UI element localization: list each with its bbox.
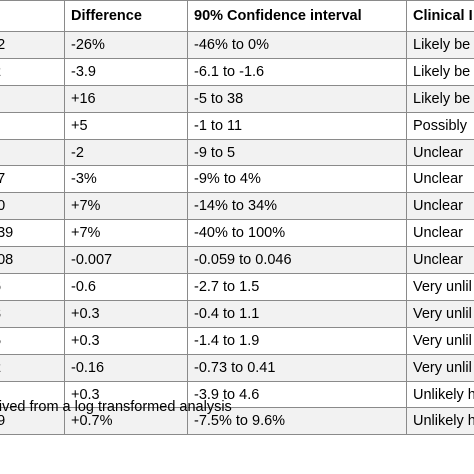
table-cell: -0.6 [64,273,188,301]
table-cell: -3.9 to 4.6 [187,380,407,409]
table-row: 57 -3% -9% to 4% Unclear [0,165,474,194]
table-cell: Unclear [406,246,474,275]
table-row: .5 +0.3 -1.4 to 1.9 Very unlil [0,326,474,355]
footnote-text: erived from a log transformed analysis [0,399,232,415]
table-cell: 408 [0,246,65,275]
table-cell: Likely be [406,57,474,86]
table-row: .6 -0.6 -2.7 to 1.5 Very unlil [0,273,474,301]
table-cell: -0.73 to 0.41 [187,353,407,382]
table-cell: +0.3 [64,380,188,409]
table-cell: -0.16 [64,353,188,382]
table-cell: Unclear [406,138,474,167]
table-cell: -1 to 11 [187,111,407,140]
table-row: .2 -3.9 -6.1 to -1.6 Likely be [0,57,474,86]
table-cell: Unclear [406,165,474,194]
results-table-container: T Difference 90% Confidence interval Cli… [0,0,474,436]
table-cell: Very unlil [406,353,474,382]
table-cell: -3% [64,165,188,194]
table-cell: 0 [0,111,65,140]
table-cell: 72 [0,31,65,59]
table-cell: Possibly [406,111,474,140]
table-cell: -5 to 38 [187,84,407,113]
table-header-row: T Difference 90% Confidence interval Cli… [0,0,474,32]
header-cell: T [0,0,65,32]
table-cell: .6 [0,273,65,301]
table-cell: -9 to 5 [187,138,407,167]
table-row: - +0.3 -3.9 to 4.6 Unlikely h [0,380,474,409]
table-row: 0 +5 -1 to 11 Possibly [0,111,474,140]
results-table: T Difference 90% Confidence interval Cli… [0,0,474,436]
table-cell: -1.4 to 1.9 [187,326,407,355]
table-cell: Unclear [406,219,474,248]
table-cell: -9% to 4% [187,165,407,194]
table-cell: Unlikely h [406,380,474,409]
table-cell: Likely be [406,31,474,59]
table-cell: +0.3 [64,326,188,355]
table-row: 408 -0.007 -0.059 to 0.046 Unclear [0,246,474,275]
header-cell: Clinical I [406,0,474,32]
table-cell: -0.059 to 0.046 [187,246,407,275]
table-row: .2 -0.16 -0.73 to 0.41 Very unlil [0,353,474,382]
table-cell: .2 [0,57,65,86]
table-cell: 57 [0,165,65,194]
header-cell: Difference [64,0,188,32]
table-cell: +16 [64,84,188,113]
table-cell: .3 [0,299,65,328]
table-row: 7 -2 -9 to 5 Unclear [0,138,474,167]
table-cell: -0.4 to 1.1 [187,299,407,328]
table-cell: Very unlil [406,299,474,328]
table-cell: -26% [64,31,188,59]
table-cell: .5 [0,326,65,355]
table-row: 29 +0.7% -7.5% to 9.6% Unlikely h [0,407,474,436]
header-cell: 90% Confidence interval [187,0,407,32]
table-cell: Unlikely h [406,407,474,436]
table-cell: -7.5% to 9.6% [187,407,407,436]
table-cell: +7% [64,192,188,221]
table-cell: -40% to 100% [187,219,407,248]
table-cell: +0.7% [64,407,188,436]
table-cell: -2 [64,138,188,167]
table-cell: .2 [0,353,65,382]
table-cell: Unclear [406,192,474,221]
table-cell: 3 [0,84,65,113]
table-cell: Very unlil [406,273,474,301]
table-cell: -46% to 0% [187,31,407,59]
table-cell: -2.7 to 1.5 [187,273,407,301]
table-cell: 20 [0,192,65,221]
table-cell: +7% [64,219,188,248]
table-cell: 239 [0,219,65,248]
table-row: 72 -26% -46% to 0% Likely be [0,31,474,59]
table-cell: Likely be [406,84,474,113]
table-footnote: erived from a log transformed analysis [0,399,474,415]
table-cell: Very unlil [406,326,474,355]
table-cell: - [0,380,65,409]
table-row: .3 +0.3 -0.4 to 1.1 Very unlil [0,299,474,328]
table-row: 20 +7% -14% to 34% Unclear [0,192,474,221]
table-cell: -3.9 [64,57,188,86]
table-row: 239 +7% -40% to 100% Unclear [0,219,474,248]
table-cell: 29 [0,407,65,436]
table-row: 3 +16 -5 to 38 Likely be [0,84,474,113]
table-cell: -0.007 [64,246,188,275]
table-cell: -14% to 34% [187,192,407,221]
table-cell: -6.1 to -1.6 [187,57,407,86]
table-cell: +0.3 [64,299,188,328]
table-cell: +5 [64,111,188,140]
table-cell: 7 [0,138,65,167]
